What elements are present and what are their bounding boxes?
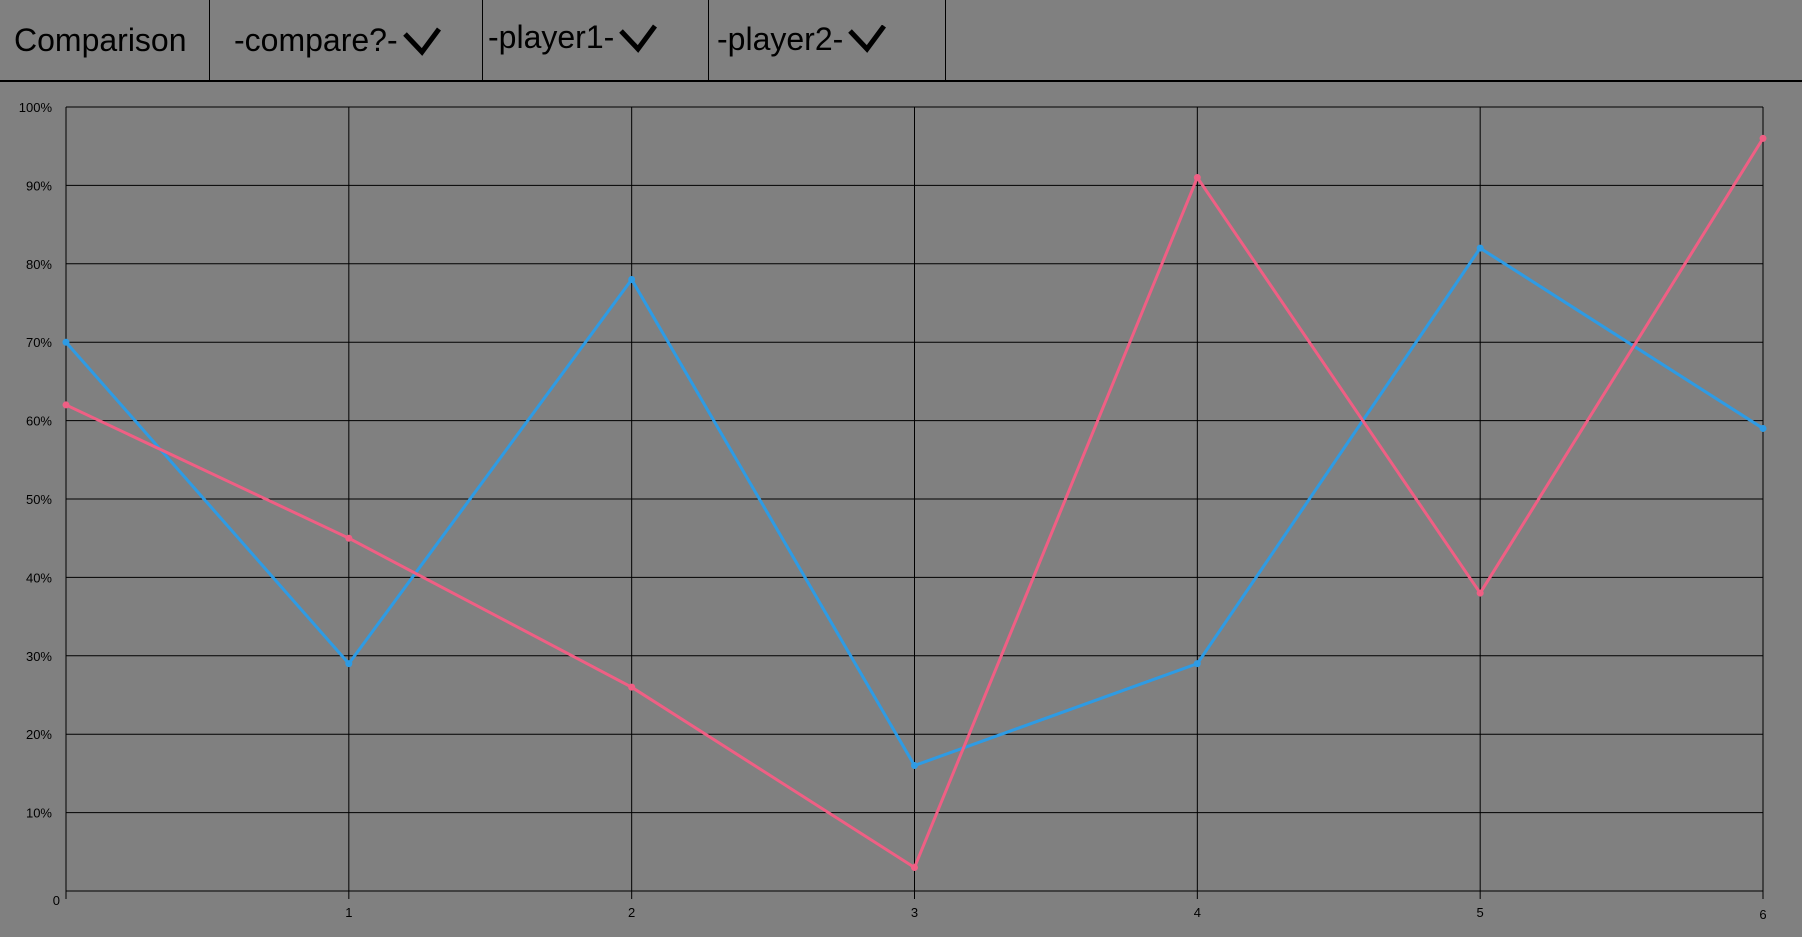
line-chart: 10% 20% 30% 40% 50% 60% 70% 80% 90% 100% 0 1 2 3 4 5 6: [19, 100, 1767, 922]
y-tick-label: 100%: [19, 100, 53, 115]
data-point: [345, 534, 353, 542]
chevron-down-icon: [619, 24, 658, 53]
data-point: [62, 401, 70, 409]
player2-dropdown-label: -player2-: [717, 21, 844, 57]
data-point: [628, 275, 636, 283]
data-point: [1193, 660, 1201, 668]
y-tick-label: 80%: [26, 257, 52, 272]
data-point: [1476, 589, 1484, 597]
compare-dropdown-label: -compare?-: [234, 22, 398, 58]
y-tick-label: 20%: [26, 727, 52, 742]
page-title-label: Comparison: [14, 22, 187, 58]
data-point: [911, 863, 918, 871]
data-point: [1759, 424, 1767, 432]
data-point: [911, 762, 918, 770]
x-tick-label: 0: [53, 893, 60, 908]
toolbar-divider: [945, 0, 946, 81]
x-tick-label: 3: [911, 905, 918, 920]
y-tick-label: 30%: [26, 649, 52, 664]
y-tick-label: 70%: [26, 335, 52, 350]
toolbar-divider: [482, 0, 483, 81]
toolbar-divider: [209, 0, 210, 81]
page-title: Comparison: [14, 0, 187, 81]
x-tick-label: 2: [628, 905, 635, 920]
x-tick-label: 1: [345, 905, 352, 920]
data-point: [1476, 244, 1484, 252]
data-point: [345, 660, 353, 668]
toolbar-divider: [708, 0, 709, 81]
y-tick-label: 10%: [26, 806, 52, 821]
player1-dropdown[interactable]: -player1-: [488, 0, 658, 78]
y-tick-label: 90%: [26, 178, 52, 193]
data-point: [1759, 134, 1767, 142]
player2-dropdown[interactable]: -player2-: [717, 0, 887, 80]
x-tick-label: 5: [1477, 905, 1484, 920]
y-tick-label: 60%: [26, 414, 52, 429]
comparison-chart: 10% 20% 30% 40% 50% 60% 70% 80% 90% 100% 0 1 2 3 4 5 6: [0, 83, 1802, 932]
data-point: [62, 338, 70, 346]
chevron-down-icon: [402, 27, 441, 56]
x-tick-label: 6: [1759, 907, 1766, 922]
y-tick-label: 40%: [26, 570, 52, 585]
data-point: [1193, 174, 1201, 182]
player1-dropdown-label: -player1-: [488, 19, 615, 55]
top-toolbar: Comparison -compare?- -player1- -player2…: [0, 0, 1802, 82]
data-point: [628, 683, 636, 691]
compare-dropdown[interactable]: -compare?-: [234, 0, 442, 81]
x-tick-label: 4: [1194, 905, 1201, 920]
chevron-down-icon: [848, 24, 887, 53]
y-tick-label: 50%: [26, 492, 52, 507]
